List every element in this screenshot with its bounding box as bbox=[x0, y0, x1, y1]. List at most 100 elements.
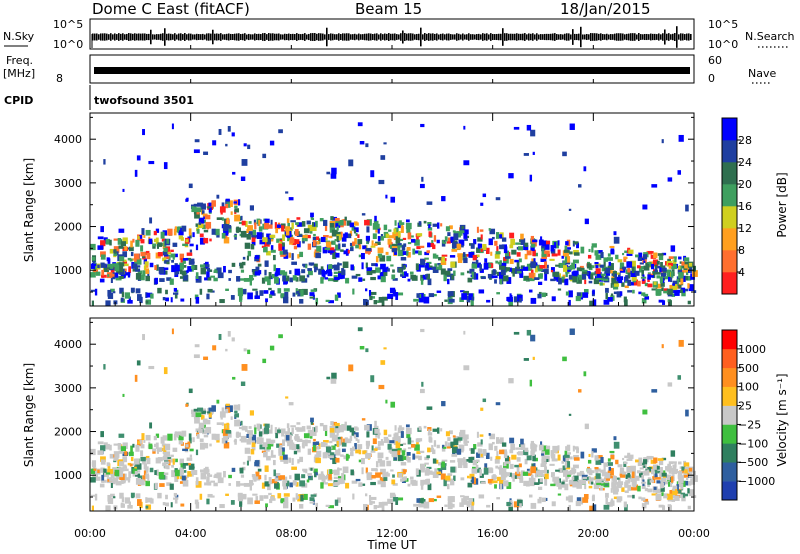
noise-bar bbox=[644, 33, 646, 41]
power-cell bbox=[313, 233, 316, 237]
velocity-cell bbox=[223, 470, 226, 478]
velocity-cell bbox=[229, 405, 233, 412]
power-cell bbox=[118, 228, 125, 233]
power-cell bbox=[624, 285, 629, 289]
power-cell bbox=[643, 265, 650, 271]
velocity-cell bbox=[267, 483, 271, 491]
power-cell bbox=[178, 235, 183, 240]
noise-bar bbox=[180, 33, 182, 41]
velocity-cell bbox=[157, 492, 162, 499]
velocity-cell bbox=[214, 473, 217, 477]
velocity-cell bbox=[626, 466, 633, 473]
noise-bar bbox=[264, 33, 266, 41]
power-cell bbox=[183, 258, 189, 261]
x-tick-label: 08:00 bbox=[275, 527, 307, 540]
power-cell bbox=[145, 229, 151, 236]
power-cell bbox=[263, 246, 268, 253]
velocity-cell bbox=[436, 444, 440, 449]
power-cell bbox=[479, 229, 484, 232]
velocity-cell bbox=[135, 473, 141, 477]
x-tick-label: 00:00 bbox=[678, 527, 710, 540]
velocity-cell bbox=[532, 356, 535, 360]
velocity-cell bbox=[406, 433, 411, 439]
power-cell bbox=[391, 244, 398, 251]
power-cell bbox=[191, 206, 197, 213]
velocity-cell bbox=[630, 465, 636, 472]
velocity-cell bbox=[195, 477, 199, 485]
power-cell bbox=[185, 239, 189, 243]
power-cell bbox=[347, 249, 350, 254]
power-cell bbox=[173, 228, 177, 236]
velocity-cell bbox=[528, 473, 533, 476]
power-cell bbox=[484, 258, 488, 265]
velocity-cell bbox=[238, 426, 244, 430]
power-cell bbox=[366, 267, 373, 273]
noise-bar bbox=[528, 33, 530, 41]
velocity-cell bbox=[113, 457, 118, 461]
power-cell bbox=[228, 278, 231, 281]
velocity-cell bbox=[203, 442, 209, 449]
noise-bar bbox=[304, 33, 306, 41]
noise-bar bbox=[120, 33, 122, 41]
velocity-cell bbox=[333, 476, 338, 479]
power-cell bbox=[350, 243, 354, 250]
velocity-cell bbox=[583, 371, 587, 377]
power-cell bbox=[329, 222, 335, 228]
velocity-cell bbox=[365, 493, 368, 497]
noise-bar bbox=[238, 33, 240, 41]
velocity-cell bbox=[310, 417, 314, 423]
velocity-cell bbox=[377, 458, 383, 463]
noise-bar bbox=[512, 33, 514, 41]
noise-bar bbox=[204, 34, 206, 40]
velocity-cell bbox=[558, 482, 562, 490]
velocity-cell bbox=[324, 482, 329, 485]
power-cell bbox=[290, 220, 296, 223]
power-cell bbox=[528, 289, 533, 293]
power-cell bbox=[136, 155, 141, 161]
velocity-cell bbox=[427, 483, 432, 491]
power-cell bbox=[461, 293, 468, 300]
velocity-cell bbox=[653, 457, 658, 464]
power-cell bbox=[487, 273, 494, 279]
power-cell bbox=[480, 202, 484, 206]
power-cell bbox=[630, 270, 637, 277]
power-cell bbox=[262, 237, 268, 243]
velocity-cell bbox=[113, 451, 120, 458]
noise-bar bbox=[176, 34, 178, 40]
velocity-cell bbox=[516, 457, 521, 462]
power-cell bbox=[683, 257, 690, 262]
x-axis-title: Time UT bbox=[366, 538, 417, 552]
power-cell bbox=[290, 237, 295, 244]
power-cell bbox=[407, 242, 412, 245]
velocity-cell bbox=[193, 408, 198, 412]
power-cell bbox=[325, 269, 330, 274]
beam-title: Beam 15 bbox=[355, 0, 422, 18]
velocity-cell bbox=[97, 469, 100, 474]
power-cell bbox=[644, 296, 650, 300]
velocity-cell bbox=[241, 466, 246, 471]
velocity-cell bbox=[347, 454, 350, 459]
velocity-cell bbox=[254, 476, 261, 481]
noise-bar bbox=[452, 34, 454, 40]
power-cell bbox=[538, 239, 544, 246]
power-cell bbox=[155, 228, 160, 233]
velocity-cell bbox=[307, 475, 313, 481]
velocity-cell bbox=[345, 482, 350, 489]
noise-bar bbox=[474, 34, 476, 40]
noise-bar bbox=[436, 33, 438, 41]
velocity-cell bbox=[607, 502, 613, 507]
velocity-cell bbox=[385, 399, 388, 404]
velocity-cell bbox=[328, 505, 334, 509]
power-cell bbox=[301, 221, 306, 227]
noise-bar bbox=[326, 27, 328, 47]
power-cell bbox=[246, 255, 249, 261]
velocity-cell bbox=[448, 503, 455, 508]
velocity-cell bbox=[172, 458, 175, 465]
noise-bar bbox=[398, 34, 400, 40]
noise-bar bbox=[118, 33, 120, 41]
power-cell bbox=[463, 257, 468, 264]
velocity-cell bbox=[431, 471, 437, 475]
velocity-cell bbox=[488, 433, 491, 436]
noise-bar bbox=[580, 26, 582, 48]
velocity-cell bbox=[428, 429, 431, 434]
